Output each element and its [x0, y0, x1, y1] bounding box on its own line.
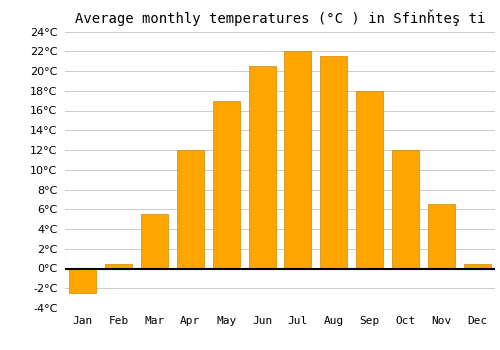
Title: Average monthly temperatures (°C ) in Sfinȟteş ti: Average monthly temperatures (°C ) in Sf…: [75, 10, 485, 26]
Bar: [320, 56, 347, 268]
Bar: [284, 51, 312, 268]
Bar: [248, 66, 276, 268]
Bar: [464, 264, 490, 268]
Bar: [177, 150, 204, 268]
Bar: [70, 268, 96, 293]
Bar: [428, 204, 454, 268]
Bar: [392, 150, 419, 268]
Bar: [106, 264, 132, 268]
Bar: [356, 91, 383, 268]
Bar: [213, 101, 240, 268]
Bar: [141, 214, 168, 268]
